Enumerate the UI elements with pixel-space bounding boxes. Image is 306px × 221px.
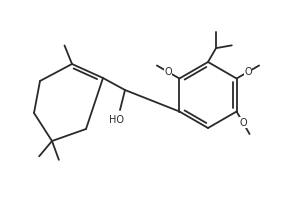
- Text: HO: HO: [110, 115, 125, 125]
- Text: O: O: [244, 67, 252, 77]
- Text: O: O: [164, 67, 172, 77]
- Text: O: O: [239, 118, 247, 128]
